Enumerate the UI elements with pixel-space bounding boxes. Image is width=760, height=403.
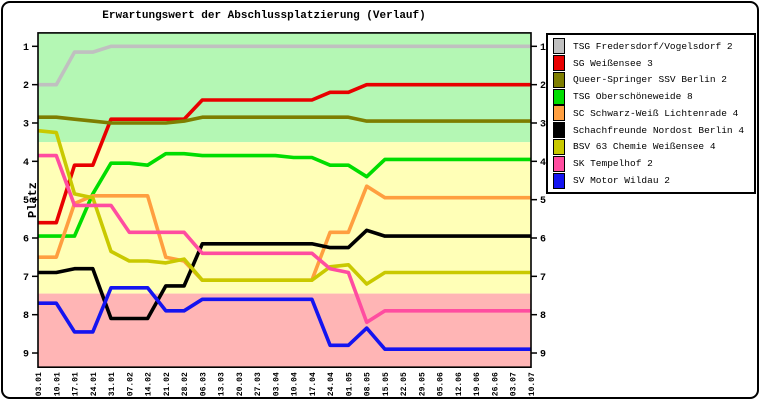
legend-label: SK Tempelhof 2: [573, 158, 653, 170]
legend-label: SC Schwarz-Weiß Lichtenrade 4: [573, 107, 739, 119]
x-tick-label: 13.03: [218, 372, 227, 396]
y-tick-label-right: 6: [540, 235, 546, 246]
x-tick-label: 17.01: [72, 372, 81, 396]
chart-title: Erwartungswert der Abschlussplatzierung …: [102, 10, 426, 22]
legend-item: SC Schwarz-Weiß Lichtenrade 4: [553, 105, 749, 122]
series-line-sv-motor-wildau-2: [38, 285, 531, 352]
legend-item: Queer-Springer SSV Berlin 2: [553, 71, 749, 88]
x-tick-label: 15.05: [382, 372, 391, 396]
legend-swatch: [553, 172, 565, 189]
bottom-places-band: [38, 293, 531, 368]
y-tick-label-right: 7: [540, 273, 546, 284]
x-tick-label: 19.06: [473, 372, 482, 396]
x-tick-label: 05.06: [437, 372, 446, 396]
y-tick-label: 3: [23, 119, 29, 130]
x-axis: 03.01 10.01 17.01 24.01 31.01 07.02 14.02 21.02…: [35, 372, 537, 396]
y-tick-label: 4: [23, 158, 29, 169]
legend-swatch: [553, 55, 565, 72]
legend-item: TSG Oberschöneweide 8: [553, 88, 749, 105]
legend-item: TSG Fredersdorf/Vogelsdorf 2: [553, 38, 749, 55]
y-tick-label: 7: [23, 273, 29, 284]
top-places-band: [38, 32, 531, 143]
x-tick-label: 03.01: [35, 372, 44, 396]
x-tick-label: 24.04: [327, 372, 336, 396]
legend-swatch: [553, 105, 565, 122]
x-tick-label: 22.05: [400, 372, 409, 396]
legend: TSG Fredersdorf/Vogelsdorf 2 SG Weißensee…: [546, 33, 756, 194]
series-line-schachfreunde-nordost-berlin-4: [38, 228, 531, 321]
x-tick-label: 17.04: [309, 372, 318, 396]
legend-swatch: [553, 88, 565, 105]
y-tick-label-right: 2: [540, 81, 546, 92]
legend-label: TSG Fredersdorf/Vogelsdorf 2: [573, 40, 733, 52]
y-tick-label: 6: [23, 235, 29, 246]
legend-label: SV Motor Wildau 2: [573, 175, 670, 186]
x-tick-label: 28.02: [181, 372, 190, 396]
x-tick-label: 27.03: [254, 372, 263, 396]
x-tick-label: 31.01: [108, 372, 117, 396]
x-tick-label: 01.05: [345, 372, 354, 396]
y-tick-label-right: 9: [540, 350, 546, 361]
y-tick-label-right: 8: [540, 311, 546, 322]
series-line-sk-tempelhof-2: [38, 153, 531, 325]
series-line-queer-springer-ssv-berlin-2: [38, 115, 531, 125]
y-tick-label: 8: [23, 311, 29, 322]
x-tick-label: 29.05: [418, 372, 427, 396]
y-tick-label: 9: [23, 350, 29, 361]
series-line-sg-wei-ensee-3: [38, 82, 531, 225]
x-tick-label: 24.01: [90, 372, 99, 396]
x-tick-label: 26.06: [491, 372, 500, 396]
x-tick-label: 10.07: [528, 372, 537, 396]
legend-item: Schachfreunde Nordost Berlin 4: [553, 122, 749, 139]
y-tick-label-right: 1: [540, 43, 546, 54]
x-tick-label: 08.05: [364, 372, 373, 396]
legend-item: BSV 63 Chemie Weißensee 4: [553, 138, 749, 155]
legend-swatch: [553, 155, 565, 172]
x-tick-label: 03.04: [272, 372, 281, 396]
y-tick-label-right: 3: [540, 119, 546, 130]
x-tick-label: 14.02: [145, 372, 154, 396]
legend-swatch: [553, 71, 565, 88]
x-tick-label: 03.07: [510, 372, 519, 396]
series-line-bsv-63-chemie-wei-ensee-4: [37, 128, 531, 286]
y-tick-label: 5: [23, 196, 29, 207]
legend-swatch: [553, 138, 565, 155]
series-line-tsg-obersch-neweide-8: [38, 151, 531, 238]
legend-swatch: [553, 122, 565, 139]
y-tick-label: 1: [23, 43, 29, 54]
legend-label: TSG Oberschöneweide 8: [573, 91, 693, 103]
legend-label: Queer-Springer SSV Berlin 2: [573, 74, 727, 86]
x-tick-label: 20.03: [236, 372, 245, 396]
x-tick-label: 06.03: [199, 372, 208, 396]
legend-label: Schachfreunde Nordost Berlin 4: [573, 124, 745, 136]
legend-swatch: [553, 38, 565, 55]
x-tick-label: 12.06: [455, 372, 464, 396]
legend-item: SK Tempelhof 2: [553, 155, 749, 172]
x-tick-label: 21.02: [163, 372, 172, 396]
x-tick-label: 07.02: [126, 372, 135, 396]
legend-item: SG Weißensee 3: [553, 55, 749, 72]
legend-label: SG Weißensee 3: [573, 57, 653, 69]
x-tick-label: 10.01: [53, 372, 62, 396]
plot-svg: 1 1 2 2 3 3 4 4 5 5 6 6 7 7 8 8 9 9 03.01 10.01 17.01 24.01 31…: [23, 32, 546, 396]
legend-item: SV Motor Wildau 2: [553, 172, 749, 189]
y-tick-label: 2: [23, 81, 29, 92]
x-tick-label: 10.04: [291, 372, 300, 396]
y-tick-label-right: 4: [540, 158, 546, 169]
series-line-tsg-fredersdorf-vogelsdorf-2: [38, 44, 531, 87]
legend-label: BSV 63 Chemie Weißensee 4: [573, 141, 716, 153]
y-tick-label-right: 5: [540, 196, 546, 207]
y-axis: 1 1 2 2 3 3 4 4 5 5 6 6 7 7 8 8 9 9: [23, 43, 546, 361]
